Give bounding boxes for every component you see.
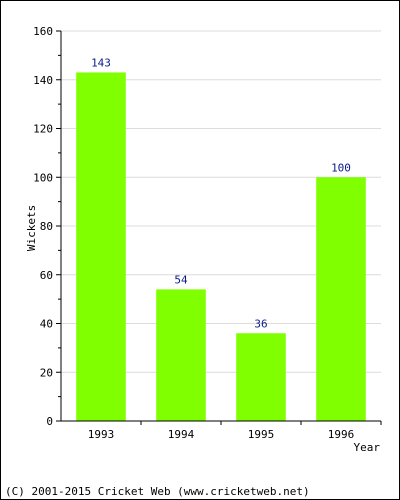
data-label-1994: 54: [174, 273, 188, 286]
x-tick-label-1995: 1995: [248, 428, 275, 441]
bar-1996: [316, 177, 366, 421]
bar-1995: [236, 333, 286, 421]
y-tick-label: 60: [40, 269, 53, 282]
x-axis-title: Year: [354, 441, 381, 454]
bar-1994: [156, 289, 206, 421]
bars: [76, 72, 366, 421]
y-axis-title: Wickets: [25, 205, 38, 251]
labels: 0 20 40 60 80 100 120 140 160 143 1993 54 1994 36 1995…: [25, 25, 380, 454]
copyright-footer: (C) 2001-2015 Cricket Web (www.cricketwe…: [5, 485, 310, 498]
bar-1993: [76, 72, 126, 421]
y-tick-label: 80: [40, 220, 53, 233]
y-tick-label: 140: [33, 74, 53, 87]
x-tick-label-1993: 1993: [88, 428, 115, 441]
y-tick-label: 100: [33, 171, 53, 184]
data-label-1996: 100: [331, 161, 351, 174]
axes: [56, 30, 382, 425]
y-tick-label: 120: [33, 123, 53, 136]
x-tick-label-1994: 1994: [168, 428, 195, 441]
y-tick-label: 40: [40, 318, 53, 331]
data-label-1995: 36: [254, 317, 267, 330]
y-tick-label: 0: [46, 415, 53, 428]
x-tick-label-1996: 1996: [328, 428, 355, 441]
y-tick-label: 20: [40, 366, 53, 379]
data-label-1993: 143: [91, 56, 111, 69]
bar-chart: 0 20 40 60 80 100 120 140 160 143 1993 54 1994 36 1995…: [25, 25, 382, 454]
y-tick-label: 160: [33, 25, 53, 38]
